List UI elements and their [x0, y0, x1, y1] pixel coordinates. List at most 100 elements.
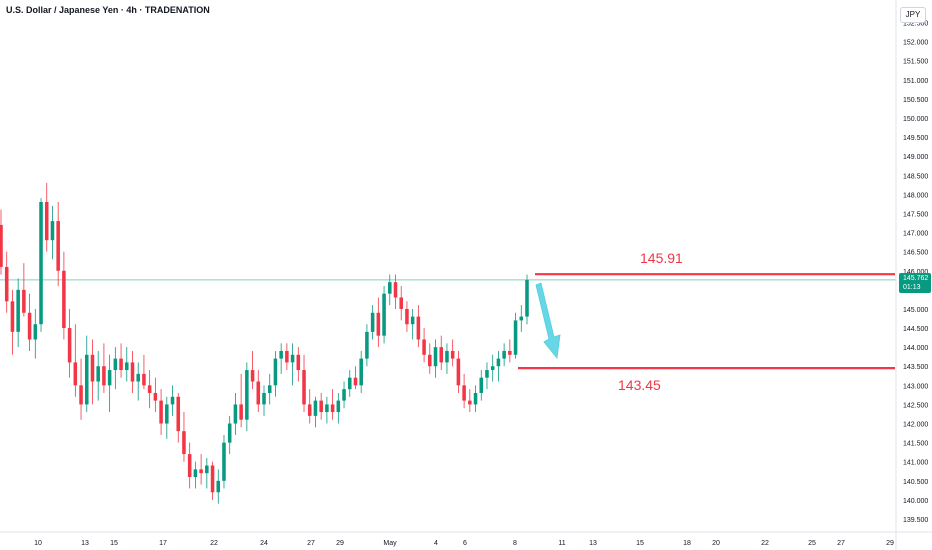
candle — [102, 343, 106, 393]
candle — [22, 263, 26, 317]
y-tick-label: 140.000 — [903, 498, 928, 505]
x-tick-label: 27 — [837, 540, 845, 547]
candle — [176, 392, 181, 443]
candle-body — [222, 442, 226, 481]
candle-body — [439, 347, 444, 363]
candle-body — [44, 202, 49, 241]
candle — [370, 305, 375, 340]
candle — [84, 335, 89, 413]
candle — [519, 305, 524, 332]
candle-body — [456, 358, 461, 386]
y-tick-label: 141.000 — [903, 460, 928, 467]
candle — [428, 343, 432, 374]
y-tick-label: 146.000 — [903, 269, 928, 276]
candle — [56, 202, 60, 287]
candle — [153, 377, 158, 413]
x-tick-label: 15 — [636, 540, 644, 547]
candle — [388, 274, 392, 306]
candle — [485, 362, 489, 390]
candle — [325, 396, 329, 424]
candle-body — [359, 358, 363, 386]
candle-body — [473, 392, 478, 405]
candle — [365, 324, 369, 367]
candle — [125, 347, 129, 382]
level-label-upper: 145.91 — [640, 250, 683, 266]
candle — [16, 278, 20, 348]
candle-body — [267, 385, 272, 393]
candle — [142, 354, 146, 390]
candle-body — [410, 316, 415, 325]
arrow-shape — [535, 282, 561, 359]
candle-body — [445, 350, 449, 363]
candle-body — [39, 202, 43, 325]
candle-body — [376, 312, 381, 336]
bar-countdown: 01:13 — [903, 284, 921, 291]
candle-body — [130, 362, 135, 382]
candle — [96, 350, 100, 401]
candle-body — [485, 370, 489, 378]
candle — [227, 415, 232, 455]
candle — [273, 350, 278, 397]
candle — [73, 324, 78, 397]
candle — [182, 412, 186, 462]
candle — [239, 373, 243, 428]
candle-body — [0, 224, 3, 267]
candle-body — [136, 373, 140, 382]
candle — [159, 389, 163, 435]
candle-body — [450, 350, 455, 359]
candle-body — [479, 377, 484, 393]
candle — [136, 362, 140, 401]
y-tick-label: 148.000 — [903, 192, 928, 199]
candle — [393, 274, 398, 309]
candle-body — [84, 354, 89, 405]
x-tick-label: 29 — [886, 540, 894, 547]
candle — [479, 370, 484, 401]
candle-body — [159, 400, 163, 424]
candle — [147, 370, 152, 409]
candle — [405, 301, 409, 332]
candle — [250, 350, 255, 390]
candle-body — [62, 270, 66, 329]
candle-body — [496, 358, 501, 367]
candle-body — [193, 469, 198, 477]
candle-body — [342, 389, 346, 401]
candle-body — [56, 221, 60, 271]
candle — [302, 354, 306, 413]
y-tick-label: 149.500 — [903, 135, 928, 142]
x-tick-label: 29 — [336, 540, 344, 547]
candle-body — [16, 289, 20, 332]
currency-badge[interactable]: JPY — [900, 7, 926, 23]
y-tick-label: 151.500 — [903, 59, 928, 66]
candle — [285, 343, 289, 371]
candle-body — [370, 312, 375, 332]
candle-body — [393, 282, 398, 298]
y-tick-label: 141.500 — [903, 441, 928, 448]
candle — [262, 385, 266, 416]
candle — [267, 373, 272, 405]
candle-body — [325, 404, 329, 413]
candle — [502, 343, 506, 367]
candle — [353, 366, 358, 390]
candle-body — [227, 423, 232, 443]
candle — [90, 339, 95, 405]
candle — [525, 274, 529, 325]
y-tick-label: 152.500 — [903, 21, 928, 28]
current-price-value: 145.762 — [903, 275, 929, 282]
candle-body — [502, 350, 506, 359]
x-tick-label: 13 — [589, 540, 597, 547]
candle-body — [33, 324, 38, 340]
candle — [113, 347, 118, 390]
candle — [433, 339, 438, 378]
candle-body — [399, 297, 403, 309]
candle — [119, 343, 123, 378]
candle — [107, 354, 112, 413]
candle-body — [433, 347, 438, 367]
current-price-tag: 145.762 01:13 — [899, 273, 931, 293]
candle-body — [365, 331, 369, 359]
candle — [513, 312, 518, 359]
candle-body — [210, 465, 215, 493]
candle-body — [353, 377, 358, 386]
y-tick-label: 144.500 — [903, 326, 928, 333]
candle-body — [165, 404, 169, 424]
